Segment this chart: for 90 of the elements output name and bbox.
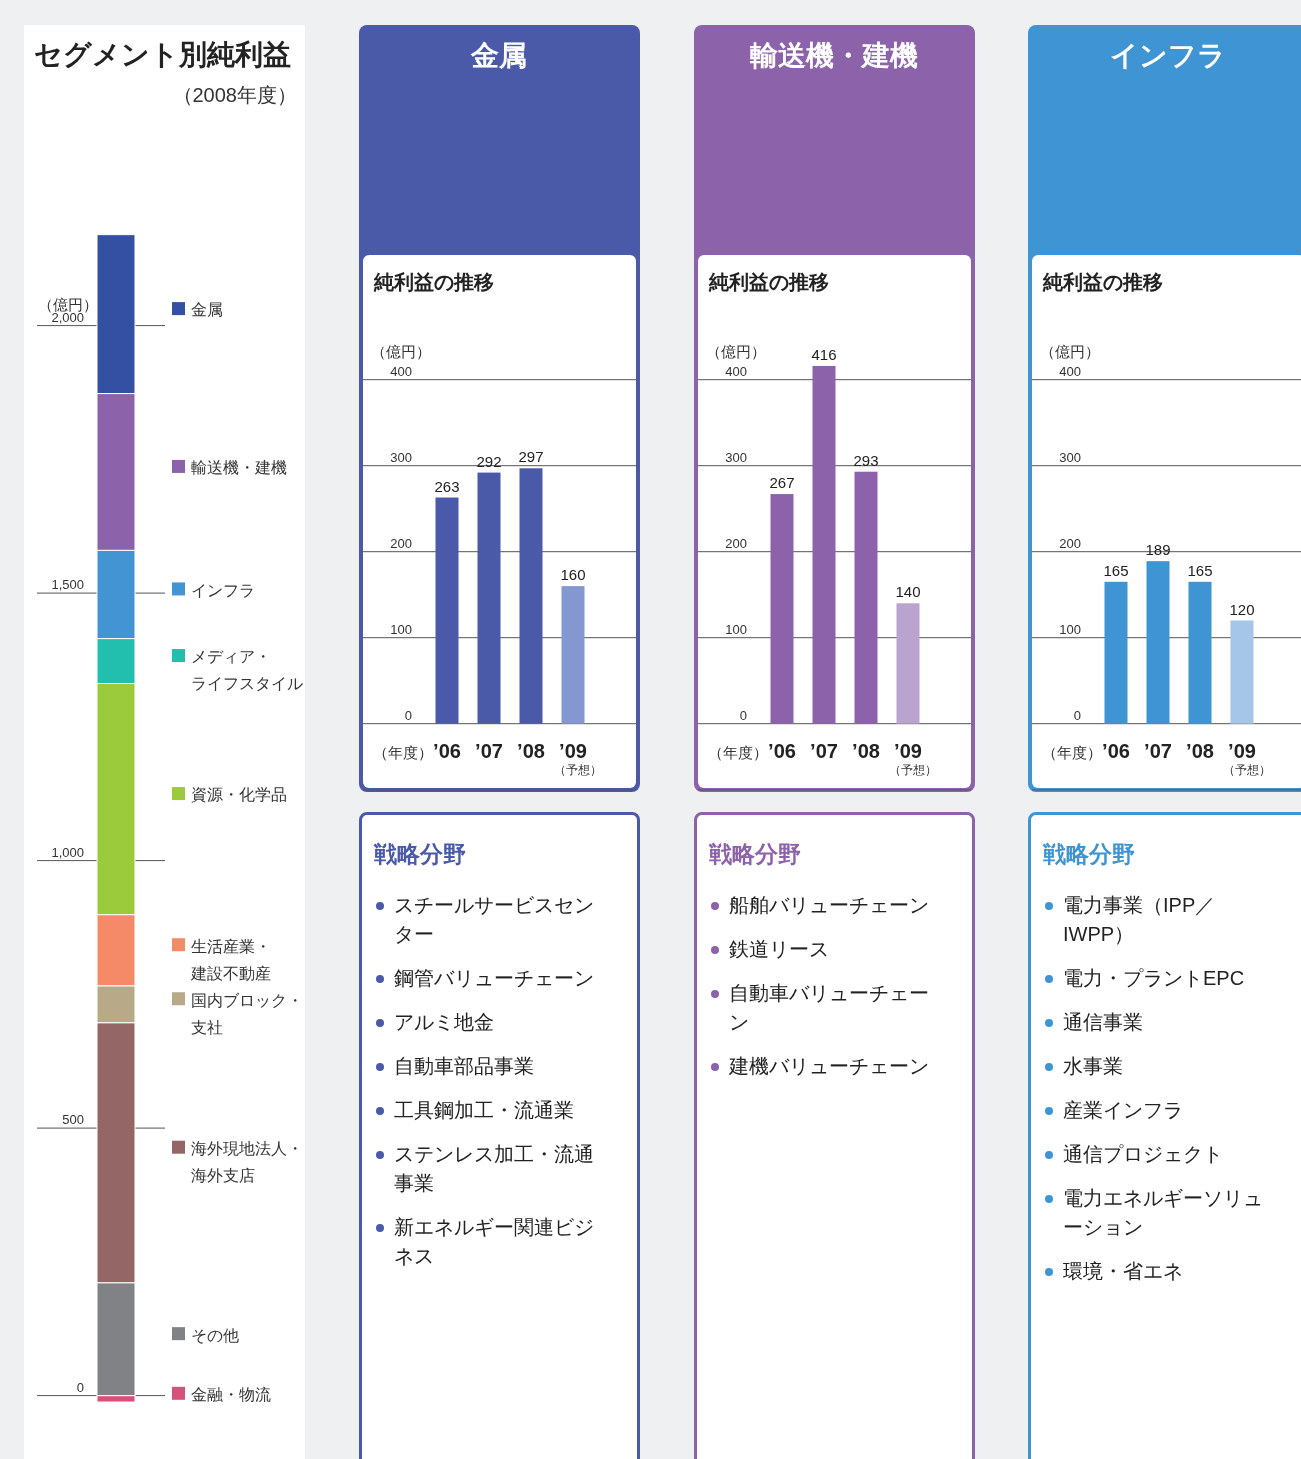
text: 戦略分野	[1043, 840, 1135, 869]
x-axis-title: （年度）	[708, 744, 768, 761]
legend-label: 輸送機・建機	[191, 458, 288, 479]
y-tick-label: 1,000	[51, 844, 84, 860]
legend-label: 金融・物流	[191, 1385, 272, 1406]
data-label: 267	[769, 474, 795, 492]
x-axis-title: （年度）	[373, 744, 433, 761]
data-label: 165	[1103, 562, 1129, 580]
y-tick-label: 500	[62, 1112, 84, 1128]
text: 自動車バリューチェーン	[728, 981, 930, 1035]
y-axis-title: （億円）	[371, 343, 431, 360]
data-label: 120	[1229, 600, 1255, 618]
y-tick-label: 300	[390, 450, 412, 465]
legend-label: その他	[191, 1325, 240, 1346]
y-tick-label: 400	[1059, 364, 1081, 379]
text: 純利益の推移	[373, 271, 494, 293]
text: （2008年度）	[172, 84, 297, 106]
y-tick-label: 0	[76, 1379, 84, 1395]
text: 鋼管バリューチェーン	[393, 966, 595, 991]
text: 電力エネルギーソリューション	[1062, 1186, 1264, 1240]
y-tick-label: 200	[390, 536, 412, 551]
data-label: 293	[853, 452, 879, 470]
y-tick-label: 200	[725, 536, 747, 551]
text: 戦略分野	[709, 840, 801, 869]
annotation: （予想）	[889, 763, 937, 777]
x-tick-label: ’06	[433, 740, 461, 762]
y-tick-label: 0	[1073, 708, 1081, 723]
x-tick-label: ’07	[810, 740, 838, 762]
y-tick-label: 100	[390, 622, 412, 637]
y-tick-label: 0	[404, 708, 412, 723]
chart-title: 輸送機・建機	[749, 40, 918, 71]
y-tick-label: 0	[739, 708, 747, 723]
data-label: 297	[518, 448, 544, 466]
text: 通信事業	[1062, 1010, 1144, 1035]
chart-title: 金属	[470, 40, 527, 71]
x-tick-label: ’06	[1102, 740, 1130, 762]
text: 新エネルギー関連ビジネス	[393, 1215, 595, 1269]
data-label: 416	[811, 346, 837, 364]
legend-label: 海外現地法人・海外支店	[191, 1139, 303, 1187]
text: 純利益の推移	[1042, 271, 1163, 293]
y-tick-label: 300	[1059, 450, 1081, 465]
y-tick-label: 400	[390, 364, 412, 379]
x-axis-title: （年度）	[1042, 744, 1102, 761]
text: 電力事業（IPP／IWPP）	[1062, 893, 1217, 947]
text: 電力・プラントEPC	[1062, 966, 1246, 991]
legend-label: 資源・化学品	[191, 785, 288, 806]
text: 船舶バリューチェーン	[728, 893, 930, 918]
x-tick-label: ’08	[517, 740, 545, 762]
y-axis-title: （億円）	[1040, 343, 1100, 360]
text: 環境・省エネ	[1062, 1259, 1184, 1284]
text: セグメント別純利益	[34, 39, 291, 70]
legend-label: メディア・ライフスタイル	[191, 647, 303, 695]
data-label: 140	[895, 583, 921, 601]
x-tick-label: ’09	[559, 740, 587, 762]
text: 水事業	[1062, 1054, 1124, 1079]
y-tick-label: 100	[725, 622, 747, 637]
y-tick-label: 100	[1059, 622, 1081, 637]
text: 工具鋼加工・流通業	[393, 1098, 575, 1123]
x-tick-label: ’09	[1228, 740, 1256, 762]
text: アルミ地金	[393, 1010, 495, 1035]
annotation: （予想）	[1223, 763, 1271, 777]
text: ステンレス加工・流通事業	[393, 1142, 595, 1196]
text: 戦略分野	[374, 840, 466, 869]
y-axis-title: （億円）	[706, 343, 766, 360]
text: 純利益の推移	[708, 271, 829, 293]
y-tick-label: 400	[725, 364, 747, 379]
x-tick-label: ’09	[894, 740, 922, 762]
legend-label: 国内ブロック・支社	[191, 990, 303, 1038]
text: 通信プロジェクト	[1062, 1142, 1224, 1167]
x-tick-label: ’08	[1186, 740, 1214, 762]
data-label: 263	[434, 477, 460, 495]
x-tick-label: ’06	[768, 740, 796, 762]
text: 鉄道リース	[728, 937, 830, 962]
chart-title: インフラ	[1110, 40, 1226, 71]
text: スチールサービスセンター	[393, 893, 595, 947]
y-tick-label: 1,500	[51, 577, 84, 593]
x-tick-label: ’07	[1144, 740, 1172, 762]
text: 自動車部品事業	[393, 1054, 535, 1079]
x-tick-label: ’08	[852, 740, 880, 762]
x-tick-label: ’07	[475, 740, 503, 762]
legend-label: インフラ	[191, 580, 256, 601]
data-label: 160	[560, 566, 586, 584]
legend-label: 金属	[191, 300, 224, 321]
y-tick-label: 200	[1059, 536, 1081, 551]
annotation: （予想）	[554, 763, 602, 777]
text: 建機バリューチェーン	[728, 1054, 930, 1079]
data-label: 165	[1187, 562, 1213, 580]
legend-label: 生活産業・建設不動産	[191, 936, 272, 984]
y-tick-label: 300	[725, 450, 747, 465]
text: 産業インフラ	[1062, 1098, 1184, 1123]
